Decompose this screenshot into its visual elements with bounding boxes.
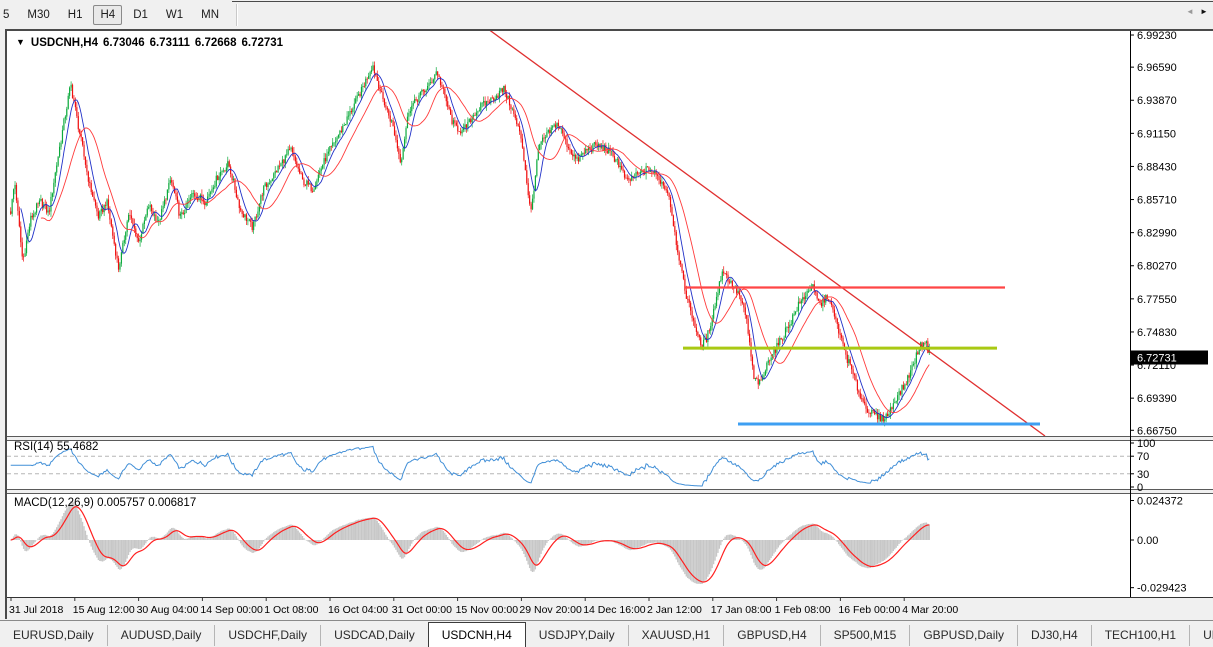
timeframe-button-d1[interactable]: D1	[133, 8, 148, 21]
svg-text:16 Oct 04:00: 16 Oct 04:00	[328, 604, 388, 616]
svg-text:0.024372: 0.024372	[1137, 496, 1183, 508]
price-low: 6.72668	[194, 37, 237, 49]
macd-indicator-label: MACD(12,26,9) 0.005757 0.006817	[14, 497, 197, 509]
tab-scroll-buttons: ◄ ►	[1183, 5, 1211, 19]
timeframe-button-mn[interactable]: MN	[201, 8, 220, 21]
current-price-tag: 6.72731	[1130, 350, 1208, 365]
svg-text:6.88430: 6.88430	[1137, 161, 1177, 173]
tab-scroll-left-icon[interactable]: ◄	[1186, 7, 1194, 16]
symbol-dropdown-icon[interactable]: ▼	[16, 37, 25, 47]
svg-text:6.74830: 6.74830	[1137, 327, 1177, 339]
svg-text:17 Jan 08:00: 17 Jan 08:00	[711, 604, 772, 616]
svg-text:6.93870: 6.93870	[1137, 95, 1177, 107]
svg-text:16 Feb 00:00: 16 Feb 00:00	[838, 604, 900, 616]
rsi-indicator-label: RSI(14) 55.4682	[14, 441, 99, 453]
price-axis[interactable]: 6.99230 6.96590 6.93870 6.91150 6.88430 6.857…	[1130, 30, 1187, 595]
chart-tab-gbpusd-h4[interactable]: GBPUSD,H4	[724, 625, 821, 646]
svg-text:6.72731: 6.72731	[1137, 352, 1177, 364]
svg-text:15 Nov 00:00: 15 Nov 00:00	[456, 604, 519, 616]
svg-text:6.99230: 6.99230	[1137, 30, 1177, 42]
svg-text:1 Oct 08:00: 1 Oct 08:00	[264, 604, 318, 616]
svg-text:14 Sep 00:00: 14 Sep 00:00	[200, 604, 263, 616]
tab-scroll-right-icon[interactable]: ►	[1200, 7, 1208, 16]
svg-text:1 Feb 08:00: 1 Feb 08:00	[775, 604, 831, 616]
svg-text:2 Jan 12:00: 2 Jan 12:00	[647, 604, 702, 616]
timeframe-button-5[interactable]: 5	[3, 8, 10, 21]
svg-text:30 Aug 04:00: 30 Aug 04:00	[137, 604, 199, 616]
chart-tab-dj30-h4[interactable]: DJ30,H4	[1018, 625, 1092, 646]
price-open: 6.73046	[103, 37, 145, 49]
svg-text:6.77550: 6.77550	[1137, 294, 1177, 306]
chart-tab-tech100-h1[interactable]: TECH100,H1	[1092, 625, 1191, 646]
toolbar-top-divider	[232, 1, 1213, 2]
chart-tab-usdcad-daily[interactable]: USDCAD,Daily	[334, 628, 415, 642]
chart-window[interactable]	[5, 29, 1213, 619]
svg-text:6.82990: 6.82990	[1137, 228, 1177, 240]
time-axis-strip[interactable]	[7, 598, 1213, 619]
timeframe-button-h1[interactable]: H1	[67, 8, 83, 21]
svg-text:14 Dec 16:00: 14 Dec 16:00	[583, 604, 646, 616]
svg-text:6.80270: 6.80270	[1137, 261, 1177, 273]
chart-tab-sp500-m15[interactable]: SP500,M15	[821, 625, 911, 646]
chart-tab-eurusd-daily[interactable]: EURUSD,Daily	[0, 625, 108, 646]
chart-ohlc-header: ▼ USDCNH,H4 6.73046 6.73111 6.72668 6.72731	[16, 37, 288, 49]
chart-tab-usdcnh-h4[interactable]: USDCNH,H4	[427, 622, 526, 647]
svg-text:15 Aug 12:00: 15 Aug 12:00	[73, 604, 135, 616]
chart-tab-ukc[interactable]: UKC	[1203, 628, 1213, 642]
chart-tab-audusd-daily[interactable]: AUDUSD,Daily	[108, 625, 216, 646]
svg-text:-0.029423: -0.029423	[1137, 583, 1187, 595]
svg-text:6.66750: 6.66750	[1137, 425, 1177, 437]
chart-symbol: USDCNH,H4	[30, 37, 99, 49]
svg-text:6.85710: 6.85710	[1137, 195, 1177, 207]
svg-text:0: 0	[1137, 482, 1143, 494]
chart-tab-usdchf-daily[interactable]: USDCHF,Daily	[215, 625, 322, 646]
toolbar-separator	[236, 3, 239, 26]
timeframe-button-h4[interactable]: H4	[93, 4, 123, 25]
svg-text:6.96590: 6.96590	[1137, 62, 1177, 74]
svg-text:29 Nov 20:00: 29 Nov 20:00	[519, 604, 582, 616]
chart-tab-bar: EURUSD,Daily AUDUSD,Daily USDCHF,Daily USDC…	[0, 620, 1213, 647]
svg-text:0.00: 0.00	[1137, 535, 1158, 547]
chart-tab-usdjpy-daily[interactable]: USDJPY,Daily	[526, 625, 629, 646]
svg-text:31 Jul 2018: 31 Jul 2018	[9, 604, 63, 616]
chart-tab-xauusd-h1[interactable]: XAUUSD,H1	[629, 625, 725, 646]
svg-text:100: 100	[1137, 438, 1155, 450]
timeframe-toolbar: 5 M30 H1 H4 D1 W1 MN	[0, 0, 1213, 29]
svg-text:30: 30	[1137, 469, 1149, 481]
time-axis[interactable]: 31 Jul 2018 15 Aug 12:00 30 Aug 04:00 14 Se…	[9, 598, 958, 616]
timeframe-button-w1[interactable]: W1	[165, 8, 184, 21]
price-close: 6.72731	[241, 37, 284, 49]
svg-text:31 Oct 00:00: 31 Oct 00:00	[392, 604, 452, 616]
timeframe-button-m30[interactable]: M30	[27, 8, 50, 21]
price-high: 6.73111	[149, 37, 190, 49]
chart-tab-gbpusd-daily[interactable]: GBPUSD,Daily	[910, 625, 1019, 646]
svg-text:4 Mar 20:00: 4 Mar 20:00	[902, 604, 958, 616]
svg-text:6.69390: 6.69390	[1137, 393, 1177, 405]
svg-text:70: 70	[1137, 451, 1149, 463]
svg-text:6.91150: 6.91150	[1137, 128, 1176, 140]
